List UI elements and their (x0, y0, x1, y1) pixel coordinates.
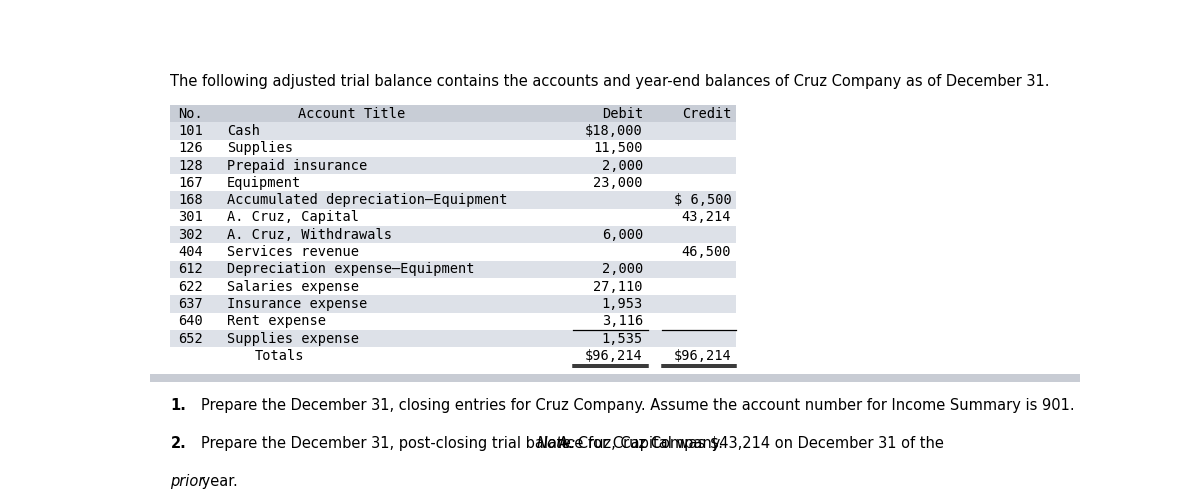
Bar (170, 157, 736, 174)
Text: Note:: Note: (536, 436, 576, 451)
Text: 612: 612 (178, 262, 203, 276)
Text: Insurance expense: Insurance expense (227, 297, 367, 311)
Bar (170, 192, 736, 209)
Bar (170, 347, 736, 365)
Text: A. Cruz, Capital: A. Cruz, Capital (227, 210, 359, 224)
Bar (170, 278, 736, 295)
Text: 6,000: 6,000 (601, 228, 643, 242)
Bar (170, 313, 736, 330)
Bar (170, 330, 736, 347)
Text: $18,000: $18,000 (586, 124, 643, 138)
Text: 2,000: 2,000 (601, 262, 643, 276)
Text: 622: 622 (178, 280, 203, 293)
Text: 1,535: 1,535 (601, 331, 643, 346)
Text: Cash: Cash (227, 124, 260, 138)
Bar (150, 374, 1080, 382)
Text: Totals: Totals (256, 349, 305, 363)
Text: $96,214: $96,214 (673, 349, 731, 363)
Text: Accumulated depreciation–Equipment: Accumulated depreciation–Equipment (227, 193, 508, 207)
Text: 126: 126 (178, 141, 203, 155)
Text: 1.: 1. (170, 398, 186, 412)
Text: Prepaid insurance: Prepaid insurance (227, 159, 367, 172)
Text: Services revenue: Services revenue (227, 245, 359, 259)
Text: Equipment: Equipment (227, 176, 301, 190)
Text: Prepare the December 31, post-closing trial balance for Cruz Company.: Prepare the December 31, post-closing tr… (202, 436, 727, 451)
Text: Prepare the December 31, closing entries for Cruz Company. Assume the account nu: Prepare the December 31, closing entries… (202, 398, 1075, 412)
Bar (170, 209, 736, 226)
Bar (170, 105, 736, 122)
Text: 168: 168 (178, 193, 203, 207)
Bar (170, 244, 736, 261)
Text: 101: 101 (178, 124, 203, 138)
Text: 637: 637 (178, 297, 203, 311)
Text: 3,116: 3,116 (601, 314, 643, 329)
Text: 652: 652 (178, 331, 203, 346)
Bar (170, 295, 736, 313)
Text: Rent expense: Rent expense (227, 314, 326, 329)
Text: 11,500: 11,500 (594, 141, 643, 155)
Bar (170, 261, 736, 278)
Text: Credit: Credit (682, 107, 731, 121)
Text: 128: 128 (178, 159, 203, 172)
Text: 301: 301 (178, 210, 203, 224)
Text: No.: No. (178, 107, 203, 121)
Bar (170, 226, 736, 244)
Text: Supplies: Supplies (227, 141, 293, 155)
Text: Depreciation expense–Equipment: Depreciation expense–Equipment (227, 262, 475, 276)
Text: Salaries expense: Salaries expense (227, 280, 359, 293)
Text: 167: 167 (178, 176, 203, 190)
Text: prior: prior (170, 474, 205, 489)
Text: 2.: 2. (170, 436, 186, 451)
Text: Debit: Debit (601, 107, 643, 121)
Text: Account Title: Account Title (298, 107, 404, 121)
Text: $ 6,500: $ 6,500 (673, 193, 731, 207)
Text: 46,500: 46,500 (682, 245, 731, 259)
Text: 640: 640 (178, 314, 203, 329)
Bar (170, 174, 736, 192)
Bar (170, 122, 736, 139)
Text: 404: 404 (178, 245, 203, 259)
Text: 302: 302 (178, 228, 203, 242)
Text: 23,000: 23,000 (594, 176, 643, 190)
Text: 2,000: 2,000 (601, 159, 643, 172)
Text: A. Cruz, Withdrawals: A. Cruz, Withdrawals (227, 228, 392, 242)
Text: The following adjusted trial balance contains the accounts and year-end balances: The following adjusted trial balance con… (170, 75, 1050, 89)
Bar (170, 139, 736, 157)
Text: $96,214: $96,214 (586, 349, 643, 363)
Text: year.: year. (198, 474, 238, 489)
Text: 1,953: 1,953 (601, 297, 643, 311)
Text: 43,214: 43,214 (682, 210, 731, 224)
Text: Supplies expense: Supplies expense (227, 331, 359, 346)
Text: 27,110: 27,110 (594, 280, 643, 293)
Text: A. Cruz, Capital was $43,214 on December 31 of the: A. Cruz, Capital was $43,214 on December… (553, 436, 943, 451)
